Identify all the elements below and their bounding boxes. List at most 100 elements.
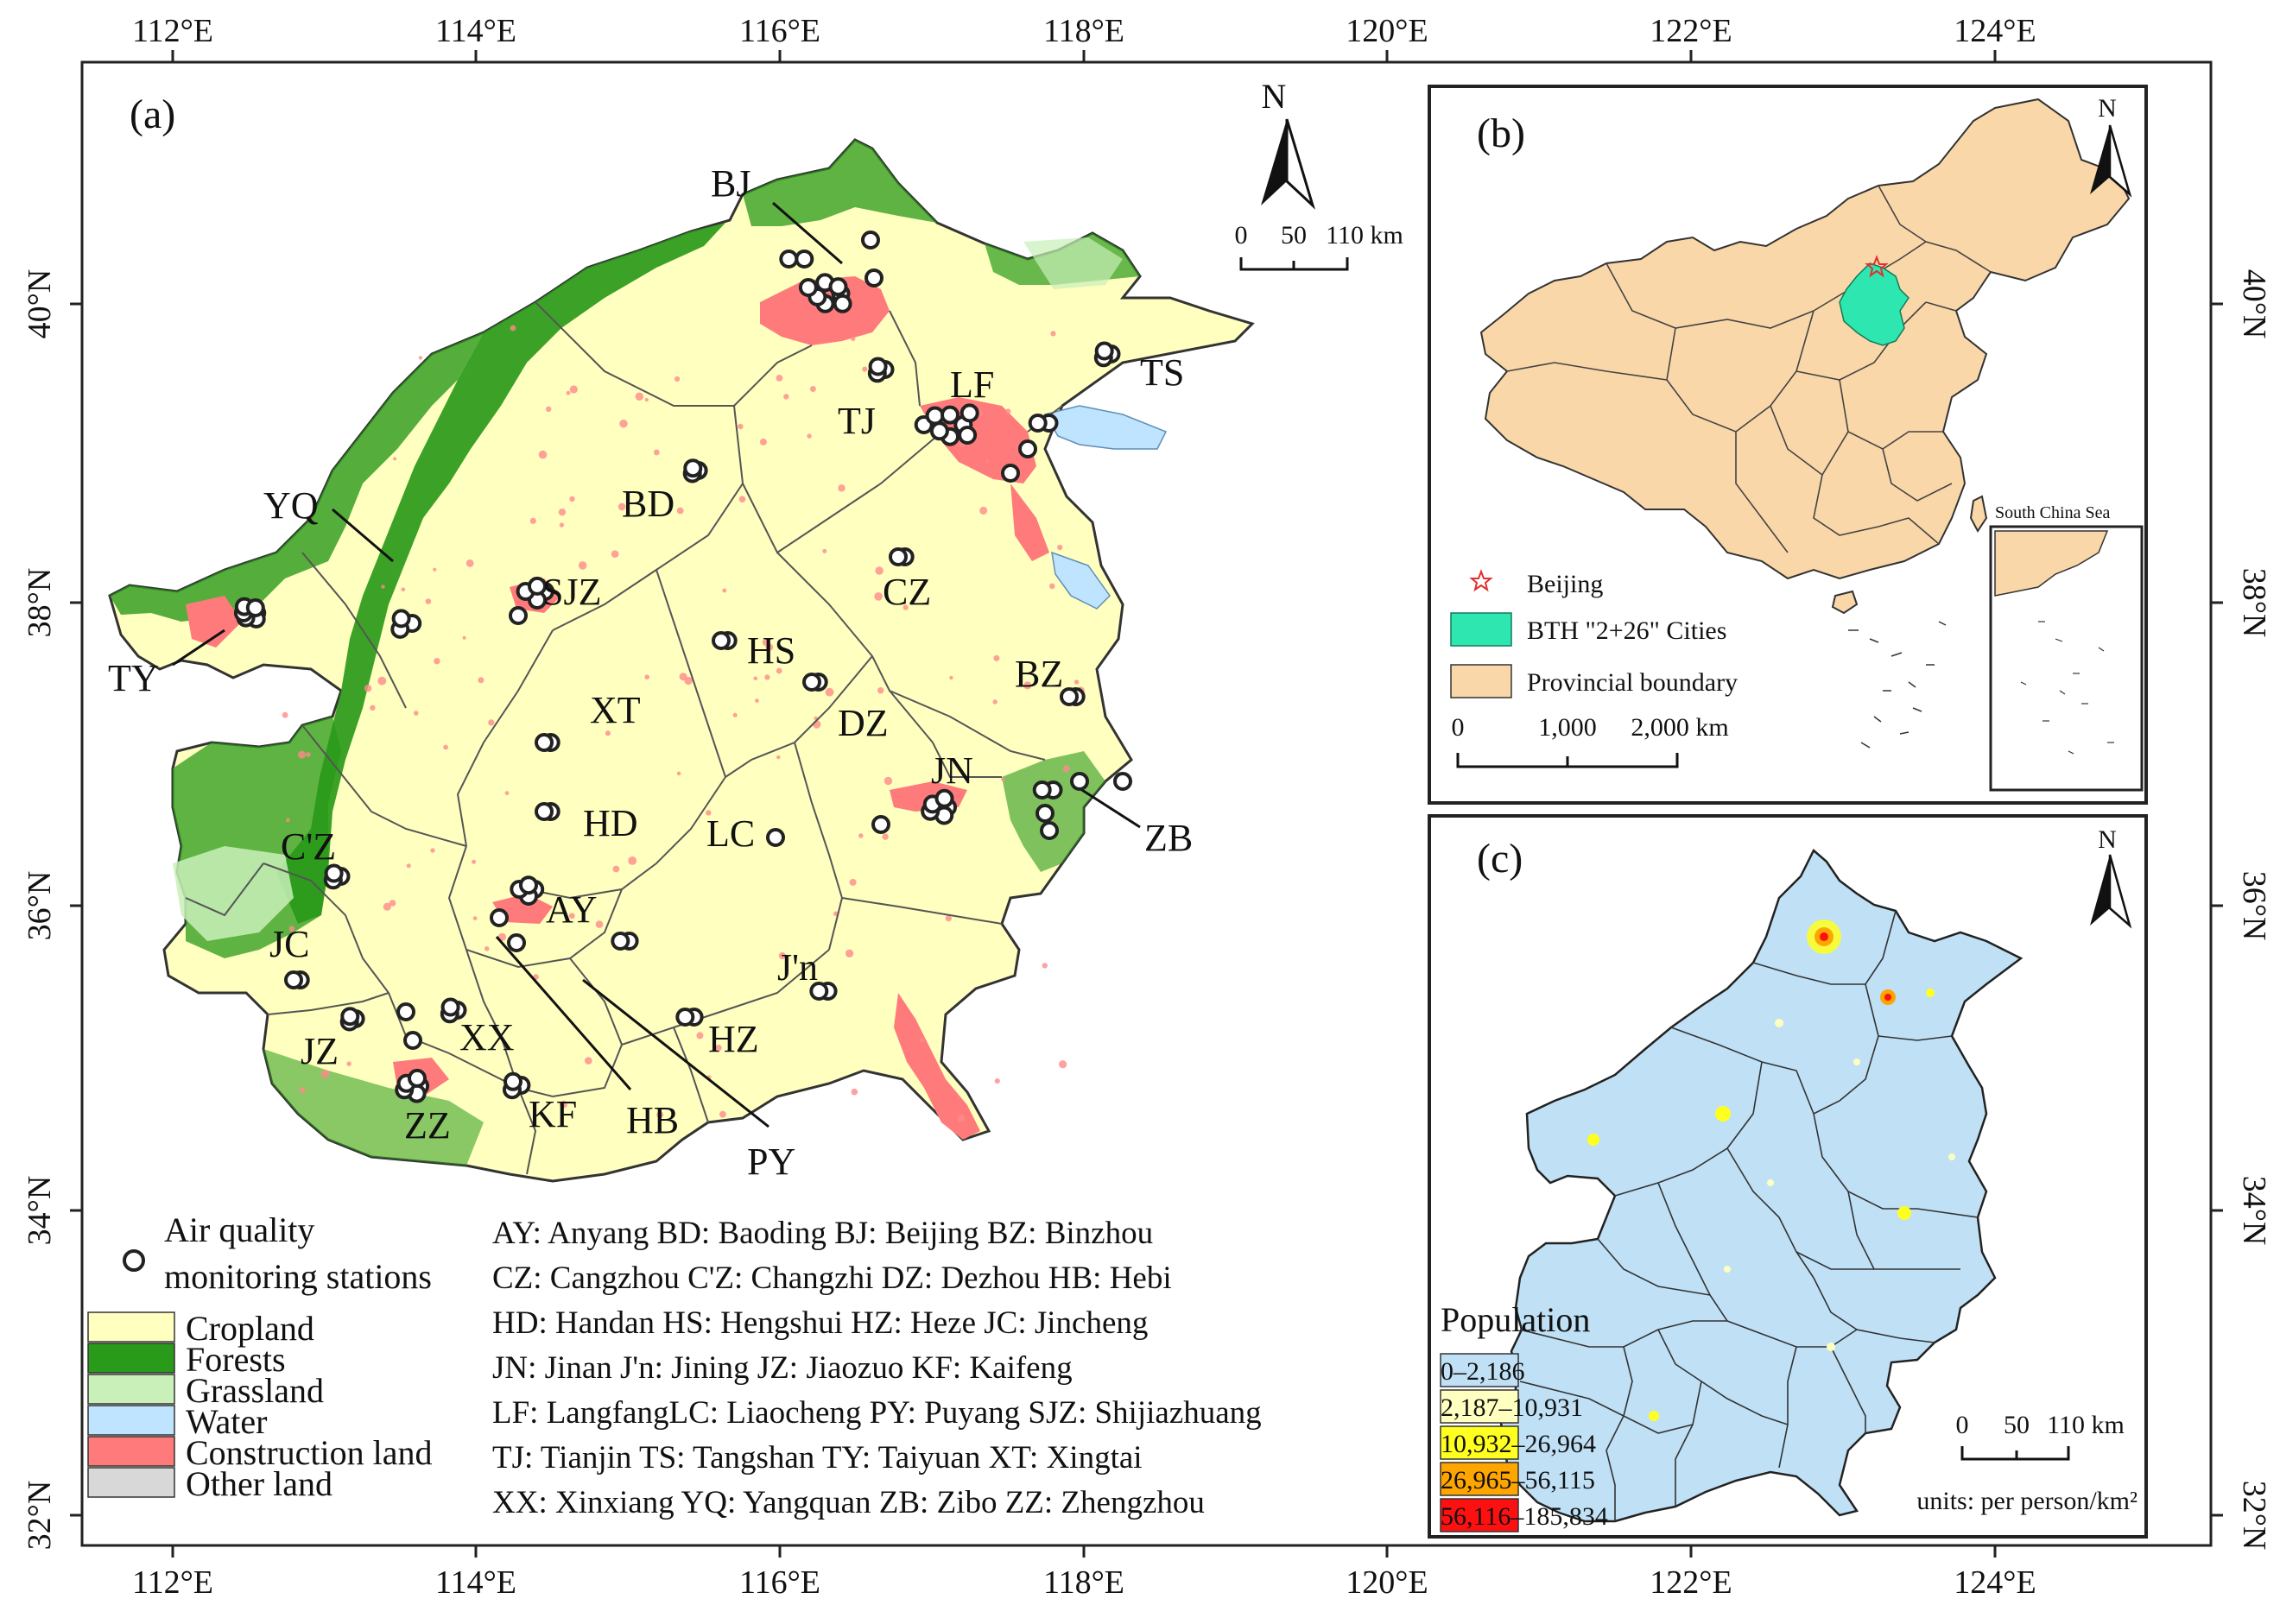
abbr-line: HD: Handan HS: Hengshui HZ: Heze JC: Jin… — [492, 1305, 1148, 1341]
station-marker — [929, 421, 949, 441]
abbr-line: JN: Jinan J'n: Jining JZ: Jiaozuo KF: Ka… — [492, 1350, 1073, 1386]
lat-tick-label: 38°N — [22, 568, 58, 638]
construction-land-area — [1010, 483, 1049, 561]
lat-labels-right: 32°N 34°N 36°N 38°N 40°N — [2236, 269, 2272, 1551]
abbr-line: LF: LangfangLC: Liaocheng PY: Puyang SJZ… — [492, 1395, 1262, 1431]
construction-land-specks — [282, 325, 1085, 1122]
construction-speck — [605, 730, 611, 736]
construction-speck — [1050, 331, 1056, 337]
lon-tick-label: 118°E — [1043, 13, 1124, 49]
legend-other: Other land — [186, 1464, 332, 1503]
north-arrow-icon: N — [2090, 825, 2132, 929]
panel-b-legend: Beijing BTH "2+26" Cities Provincial bou… — [1450, 569, 1738, 768]
construction-speck — [753, 676, 758, 681]
construction-speck — [370, 705, 376, 711]
station-marker — [535, 802, 554, 821]
station-marker — [1113, 772, 1132, 791]
city-label-tj: TJ — [838, 400, 876, 442]
construction-speck — [298, 750, 306, 759]
construction-speck — [759, 438, 767, 445]
station-marker — [683, 458, 703, 478]
construction-speck — [413, 711, 419, 716]
construction-speck — [538, 450, 548, 459]
legend-beijing: Beijing — [1527, 570, 1603, 598]
scale-b-end: 2,000 km — [1631, 713, 1728, 742]
station-marker — [861, 231, 880, 250]
population-density-map — [1497, 849, 2024, 1523]
stations-legend-line2: monitoring stations — [164, 1257, 432, 1296]
construction-speck — [346, 1061, 352, 1066]
construction-speck — [443, 744, 448, 750]
city-label-sjz: SJZ — [542, 571, 601, 613]
legend-cropland: Cropland — [186, 1309, 314, 1348]
construction-speck — [1057, 544, 1063, 551]
lon-tick-label: 118°E — [1043, 1564, 1124, 1601]
construction-speck — [383, 902, 391, 911]
construction-speck — [566, 390, 571, 395]
construction-speck — [286, 818, 290, 823]
city-label-jn: JN — [931, 749, 973, 792]
construction-speck — [406, 863, 411, 869]
taiwan-island — [1969, 495, 1988, 533]
city-label-ty: TY — [108, 657, 159, 699]
construction-speck — [1023, 681, 1032, 690]
lon-tick-label: 116°E — [739, 13, 820, 49]
construction-speck — [715, 1045, 722, 1052]
inset-islands — [2020, 621, 2114, 755]
city-label-zz: ZZ — [404, 1104, 451, 1147]
inset-title: South China Sea — [1995, 503, 2110, 522]
construction-speck — [755, 698, 759, 703]
city-label-dz: DZ — [838, 702, 889, 744]
construction-speck — [299, 1087, 306, 1094]
abbr-line: TJ: Tianjin TS: Tangshan TY: Taiyuan XT:… — [492, 1440, 1143, 1476]
scale-mid: 50 — [1281, 221, 1307, 250]
construction-speck — [644, 674, 649, 679]
construction-speck — [862, 366, 868, 372]
air-quality-stations — [233, 231, 1132, 1103]
city-labels: BJ TS LF TJ BD YQ SJZ CZ TY HS BZ XT DZ … — [108, 162, 1193, 1183]
city-label-py: PY — [747, 1141, 795, 1183]
station-marker — [798, 278, 818, 297]
city-label-ay: AY — [546, 888, 598, 931]
population-units: units: per person/km² — [1916, 1487, 2138, 1515]
lat-tick-label: 32°N — [2236, 1481, 2272, 1551]
construction-land-area — [186, 596, 242, 648]
construction-speck — [957, 1114, 966, 1122]
city-label-bj: BJ — [711, 162, 750, 205]
station-marker — [440, 997, 460, 1017]
bth-cities-region — [1839, 262, 1910, 346]
construction-speck — [949, 675, 953, 680]
svg-text:N: N — [1262, 77, 1287, 116]
legend-water: Water — [186, 1402, 268, 1441]
construction-speck — [722, 588, 727, 593]
legend-provincial: Provincial boundary — [1527, 668, 1738, 697]
abbr-line: XX: Xinxiang YQ: Yangquan ZB: Zibo ZZ: Z… — [492, 1485, 1205, 1520]
construction-speck — [825, 687, 834, 697]
lon-tick-label: 112°E — [132, 1564, 213, 1601]
panel-c: (c) — [1428, 814, 2148, 1539]
construction-speck — [696, 1032, 704, 1039]
station-marker — [396, 1002, 415, 1021]
construction-speck — [1062, 765, 1070, 773]
construction-speck — [706, 810, 712, 816]
population-legend-title: Population — [1441, 1300, 1590, 1339]
city-label-jc: JC — [269, 923, 309, 965]
station-marker — [802, 673, 821, 692]
construction-speck — [719, 1110, 726, 1118]
lon-tick-label: 114°E — [435, 13, 516, 49]
construction-speck — [851, 336, 856, 342]
construction-speck — [776, 667, 782, 674]
station-marker — [1001, 464, 1020, 483]
lat-labels-left: 32°N 34°N 36°N 38°N 40°N — [22, 269, 58, 1551]
station-marker — [519, 875, 538, 895]
lat-tick-label: 40°N — [2236, 269, 2272, 339]
pop-class-2: 2,187–10,931 — [1441, 1393, 1583, 1422]
construction-speck — [764, 674, 770, 680]
station-marker — [324, 863, 344, 883]
abbr-line: CZ: Cangzhou C'Z: Changzhi DZ: Dezhou HB… — [492, 1261, 1172, 1296]
construction-speck — [418, 356, 423, 360]
lon-tick-label: 124°E — [1954, 1564, 2036, 1601]
panel-c-label: (c) — [1477, 836, 1523, 882]
construction-speck — [776, 755, 781, 760]
